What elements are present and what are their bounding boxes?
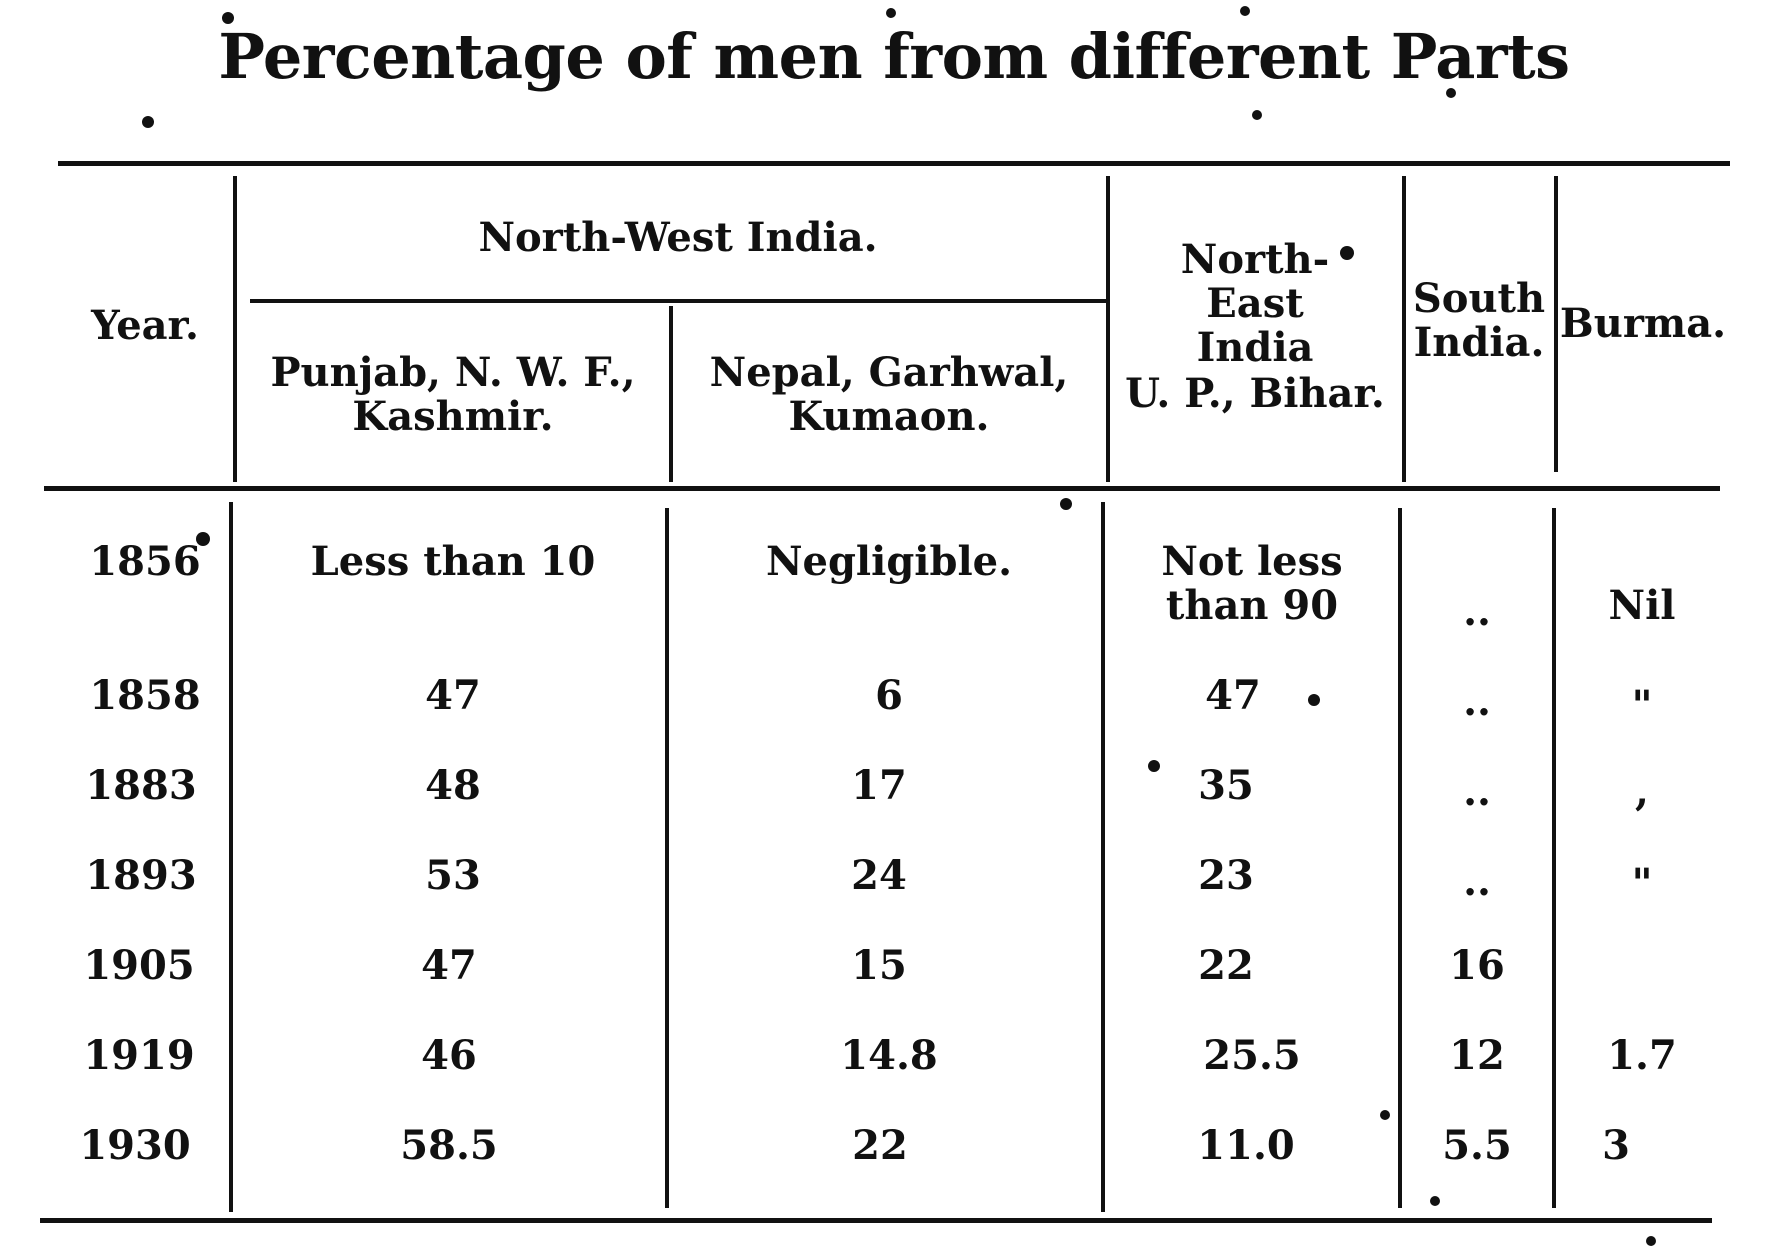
header-north-west-india: North-West India. [478, 214, 878, 261]
cell-burma: 3 [1602, 1122, 1630, 1169]
cell-nepal: 17 [851, 762, 907, 809]
scan-speck [1380, 1110, 1390, 1120]
cell-punjab: 47 [425, 672, 481, 719]
group-underline [250, 299, 1106, 303]
cell-south: 12 [1449, 1032, 1505, 1079]
header-nepal-line2: Kumaon. [788, 393, 990, 440]
cell-ne: 47 [1205, 672, 1261, 719]
col-rule-ne-body [1398, 508, 1402, 1208]
cell-year: 1883 [85, 762, 197, 809]
header-burma: Burma. [1559, 300, 1727, 347]
header-south-line1: South [1412, 275, 1546, 322]
cell-nepal: 15 [851, 942, 907, 989]
col-rule-nw-header [1106, 176, 1110, 482]
cell-ne: 11.0 [1197, 1122, 1295, 1169]
cell-ne: 23 [1198, 852, 1254, 899]
cell-burma: , [1635, 768, 1649, 815]
cell-punjab: Less than 10 [310, 538, 596, 585]
col-rule-year-header [233, 176, 237, 482]
cell-south: .. [1463, 768, 1491, 815]
cell-nepal: Negligible. [765, 538, 1013, 585]
scan-speck [222, 12, 234, 24]
cell-burma: " [1631, 860, 1653, 907]
cell-south: 5.5 [1442, 1122, 1512, 1169]
scan-speck [1148, 760, 1160, 772]
cell-burma: " [1631, 682, 1653, 729]
header-ne-line4: U. P., Bihar. [1125, 370, 1385, 417]
scan-speck [886, 8, 896, 18]
cell-south: .. [1463, 678, 1491, 725]
col-rule-south-body [1552, 508, 1556, 1208]
cell-year: 1856 [89, 538, 201, 585]
cell-ne: 22 [1198, 942, 1254, 989]
scan-speck [1252, 110, 1262, 120]
col-rule-punjab-header [669, 306, 673, 482]
bottom-rule [40, 1218, 1712, 1223]
cell-punjab: 47 [421, 942, 477, 989]
header-bottom-rule [44, 486, 1720, 491]
scan-speck [1340, 246, 1354, 260]
cell-nepal: 6 [875, 672, 903, 719]
cell-ne: 25.5 [1203, 1032, 1301, 1079]
header-ne-line1: North- [1180, 236, 1330, 283]
cell-ne: 35 [1198, 762, 1254, 809]
scan-speck [1308, 694, 1320, 706]
top-rule [58, 161, 1730, 166]
scan-speck [1060, 498, 1072, 510]
header-punjab-line1: Punjab, N. W. F., [270, 349, 636, 396]
header-south-line2: India. [1413, 319, 1545, 366]
header-ne-line3: India [1196, 324, 1314, 371]
col-rule-punjab-body [665, 508, 669, 1208]
scan-speck [1646, 1236, 1656, 1246]
cell-nepal: 14.8 [840, 1032, 938, 1079]
cell-south: .. [1463, 858, 1491, 905]
col-rule-south-header [1554, 176, 1558, 472]
cell-year: 1905 [83, 942, 195, 989]
cell-ne-line1: Not less [1161, 538, 1343, 585]
scan-speck [1446, 88, 1456, 98]
cell-year: 1858 [89, 672, 201, 719]
header-nepal-line1: Nepal, Garhwal, [709, 349, 1069, 396]
cell-burma: 1.7 [1607, 1032, 1677, 1079]
scan-speck [1430, 1196, 1440, 1206]
cell-punjab: 48 [425, 762, 481, 809]
header-year: Year. [91, 302, 199, 349]
page-title: Percentage of men from different Parts [218, 20, 1570, 93]
cell-ne-line2: than 90 [1165, 582, 1339, 629]
cell-south: 16 [1449, 942, 1505, 989]
col-rule-year-body [229, 502, 233, 1212]
col-rule-nw-body [1101, 502, 1105, 1212]
cell-burma: Nil [1608, 582, 1676, 629]
cell-year: 1893 [85, 852, 197, 899]
header-ne-line2: East [1206, 280, 1304, 327]
scan-speck [142, 116, 154, 128]
cell-punjab: 58.5 [400, 1122, 498, 1169]
cell-year: 1919 [83, 1032, 195, 1079]
header-punjab-line2: Kashmir. [352, 393, 554, 440]
col-rule-ne-header [1402, 176, 1406, 482]
scan-speck [196, 532, 210, 546]
cell-year: 1930 [79, 1122, 191, 1169]
cell-nepal: 22 [852, 1122, 908, 1169]
cell-punjab: 53 [425, 852, 481, 899]
cell-punjab: 46 [421, 1032, 477, 1079]
scan-speck [1240, 6, 1250, 16]
cell-nepal: 24 [851, 852, 907, 899]
cell-south: .. [1463, 588, 1491, 635]
